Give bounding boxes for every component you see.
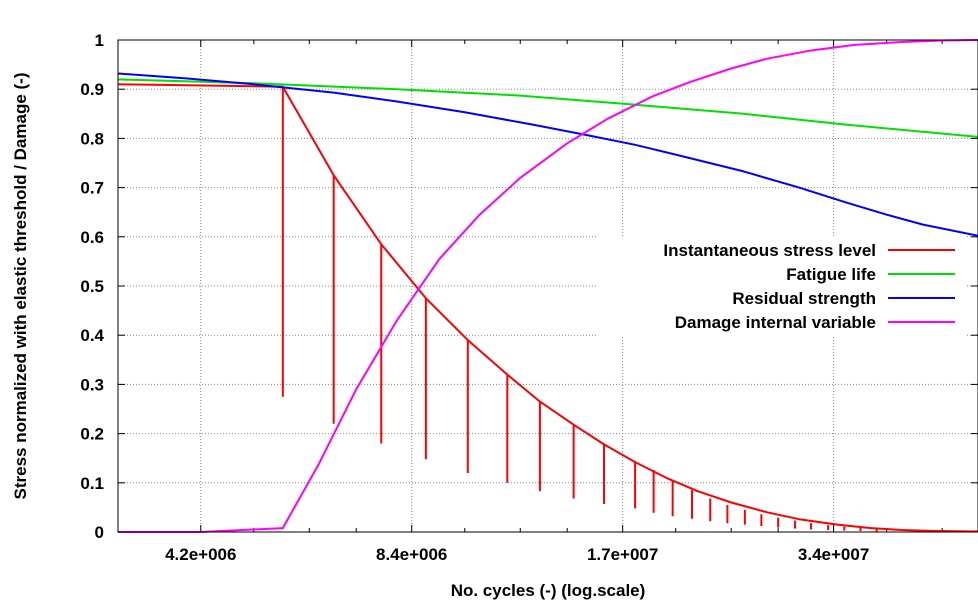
- x-axis-label: No. cycles (-) (log.scale): [451, 581, 646, 600]
- x-tick-label: 8.4e+006: [376, 545, 447, 564]
- legend: Instantaneous stress level Fatigue life Re…: [663, 241, 955, 332]
- stress-drop-lines: [281, 86, 878, 532]
- y-tick-label: 0.6: [80, 228, 104, 247]
- y-tick-label: 0.1: [80, 474, 104, 493]
- y-tick-label: 0: [95, 523, 104, 542]
- series-line-residual-strength: [117, 72, 978, 237]
- series-lines: [117, 39, 978, 533]
- tick-labels: 0 0.1 0.2 0.3 0.4 0.5 0.6 0.7 0.8 0.9 1 4.2e+006 8.4…: [80, 31, 869, 564]
- legend-label-damage-variable: Damage internal variable: [675, 313, 876, 332]
- y-axis-label: Stress normalized with elastic threshold…: [11, 73, 30, 500]
- y-tick-label: 1: [95, 31, 104, 50]
- y-tick-label: 0.7: [80, 179, 104, 198]
- y-tick-label: 0.2: [80, 425, 104, 444]
- series-line-damage-variable: [118, 39, 978, 533]
- plot-border: [117, 39, 978, 533]
- y-tick-label: 0.3: [80, 375, 104, 394]
- legend-label-residual-strength: Residual strength: [732, 289, 876, 308]
- y-tick-label: 0.8: [80, 129, 104, 148]
- legend-label-instantaneous-stress: Instantaneous stress level: [663, 241, 876, 260]
- legend-background: [596, 236, 966, 336]
- series-line-fatigue-life: [117, 78, 978, 138]
- series-line-instantaneous-stress: [117, 83, 978, 533]
- y-tick-label: 0.5: [80, 277, 104, 296]
- legend-label-fatigue-life: Fatigue life: [786, 265, 876, 284]
- y-tick-label: 0.4: [80, 326, 104, 345]
- y-tick-label: 0.9: [80, 80, 104, 99]
- x-tick-label: 3.4e+007: [798, 545, 869, 564]
- x-tick-label: 1.7e+007: [587, 545, 658, 564]
- x-tick-label: 4.2e+006: [165, 545, 236, 564]
